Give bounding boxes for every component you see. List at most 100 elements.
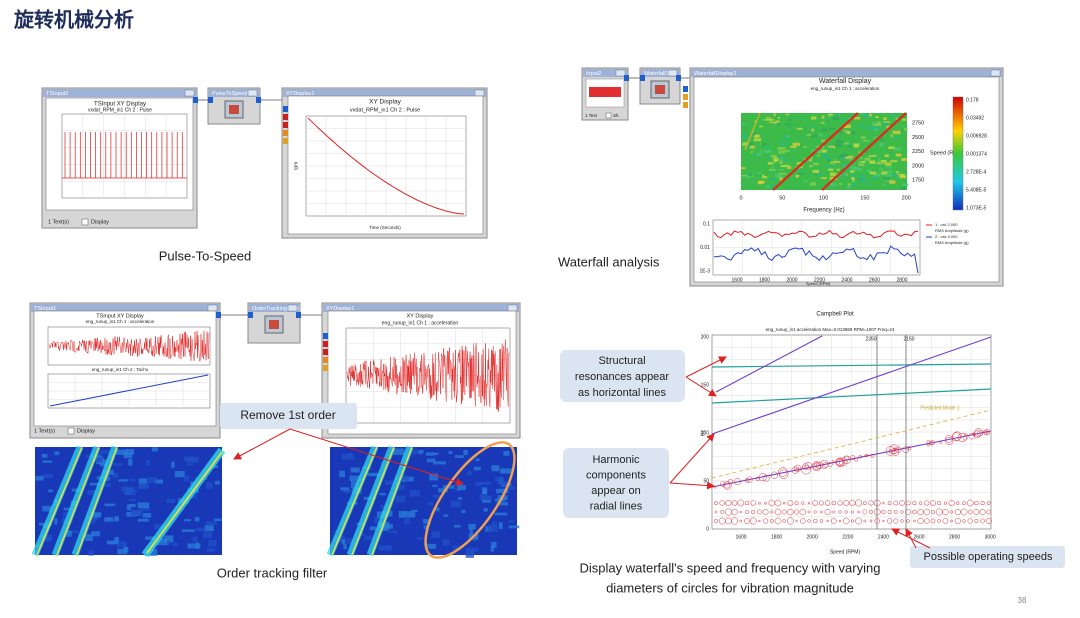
magnitude-circle (882, 501, 885, 505)
waterfall-texture (753, 138, 762, 142)
waterfall-texture (877, 121, 881, 125)
spectrogram-texture (340, 487, 350, 491)
magnitude-circle (842, 517, 850, 525)
colorbar-label: 0.006928 (966, 133, 987, 139)
axis-label: Speed (RPM) (830, 549, 861, 555)
spectrogram-texture (455, 455, 464, 459)
magnitude-circle (893, 500, 899, 506)
waterfall-texture (877, 158, 881, 162)
resonance (711, 388, 992, 404)
magnitude-circle (832, 510, 836, 514)
spectrogram-texture (90, 512, 101, 518)
magnitude-circle (900, 510, 904, 514)
magnitude-circle (937, 501, 942, 505)
magnitude-circle (945, 436, 954, 445)
spectrogram-texture (214, 480, 220, 485)
spectrogram-texture (411, 449, 420, 455)
window-button (474, 89, 485, 97)
callout-text: Possible operating speeds (923, 551, 1053, 563)
axis-label: Frequency (Hz) (803, 208, 844, 214)
spectrogram-texture (106, 540, 119, 545)
window-title: Input2 (586, 71, 601, 77)
waterfall-texture (742, 142, 748, 146)
spectrogram-texture (494, 512, 508, 516)
axis-label: Speed (RPM) (806, 281, 831, 286)
window-button (207, 304, 218, 312)
magnitude-circle (824, 500, 831, 506)
spectrogram-texture (425, 543, 437, 549)
magnitude-circle (967, 509, 973, 515)
spectrogram-texture (384, 480, 398, 485)
spectrogram-texture (508, 520, 515, 523)
magnitude-circle (763, 518, 769, 524)
order4-trace (713, 245, 919, 274)
spectrogram-texture (434, 452, 439, 455)
spectrogram-texture (378, 545, 392, 551)
port (683, 86, 688, 92)
spectrogram-texture (379, 492, 386, 496)
waterfall-texture (852, 179, 855, 183)
harmonic-line (715, 335, 823, 393)
x-tick-label: 1600 (731, 277, 742, 283)
waterfall-texture (886, 125, 890, 130)
waterfall-texture (818, 150, 821, 154)
spectrogram-texture (95, 457, 103, 463)
legend-text: RMS Amplitude (g) (935, 228, 969, 233)
spectrogram-texture (479, 494, 488, 501)
magnitude-circle (812, 500, 819, 506)
waterfall-texture (779, 160, 783, 164)
magnitude-circle (881, 509, 886, 515)
magnitude-circle (930, 500, 936, 506)
magnitude-circle (869, 519, 873, 523)
spectrogram-texture (187, 543, 201, 549)
waterfall-texture (759, 142, 763, 145)
waterfall-texture (886, 166, 892, 169)
waterfall-texture (832, 163, 837, 166)
magnitude-circle (857, 510, 860, 514)
magnitude-circle (813, 518, 818, 524)
magnitude-circle (858, 455, 862, 459)
window-titlebar (641, 69, 679, 77)
waterfall-texture (765, 185, 771, 188)
spectrogram-texture (104, 503, 116, 507)
callout-arrow (289, 428, 464, 486)
waterfall-texture (877, 162, 880, 165)
spectrogram-texture (137, 518, 149, 522)
waterfall-texture (762, 174, 765, 178)
callout-arrow (669, 481, 715, 490)
waterfall-texture (872, 126, 881, 129)
window-titlebar (283, 89, 486, 97)
waterfall-texture (803, 180, 808, 183)
callout-text: radial lines (590, 500, 643, 512)
waterfall-texture (839, 182, 843, 185)
waterfall-texture (901, 128, 908, 131)
spectrogram-texture (472, 538, 476, 542)
plot-title: TSInput XY Display (94, 102, 146, 108)
window-title: OrderTrackingFilter1 (252, 306, 302, 312)
waterfall-texture (766, 116, 771, 120)
waterfall-texture (884, 154, 889, 158)
waterfall-texture (868, 155, 877, 157)
spectrogram-texture (137, 502, 150, 509)
waterfall-texture (785, 135, 789, 138)
spectrogram-texture (492, 521, 497, 528)
spectrogram-texture (341, 453, 354, 460)
waterfall-texture (900, 127, 904, 132)
waterfall-texture (836, 130, 844, 134)
spectrogram-texture (166, 540, 171, 545)
waterfall-texture (836, 140, 844, 144)
port (624, 75, 629, 81)
magnitude-circle (962, 519, 966, 523)
spectrogram-texture (129, 503, 136, 508)
spectrogram-texture (138, 478, 147, 484)
magnitude-circle (762, 509, 769, 515)
waterfall-texture (832, 116, 840, 120)
spectrogram-texture (343, 490, 354, 493)
waterfall-texture (873, 123, 882, 127)
magnitude-circle (907, 446, 912, 451)
magnitude-circle (725, 499, 732, 507)
spectrogram-texture (433, 461, 446, 465)
window-title: TSInput2 (46, 91, 68, 97)
waterfall-texture (854, 116, 861, 120)
waterfall-texture (764, 146, 770, 149)
